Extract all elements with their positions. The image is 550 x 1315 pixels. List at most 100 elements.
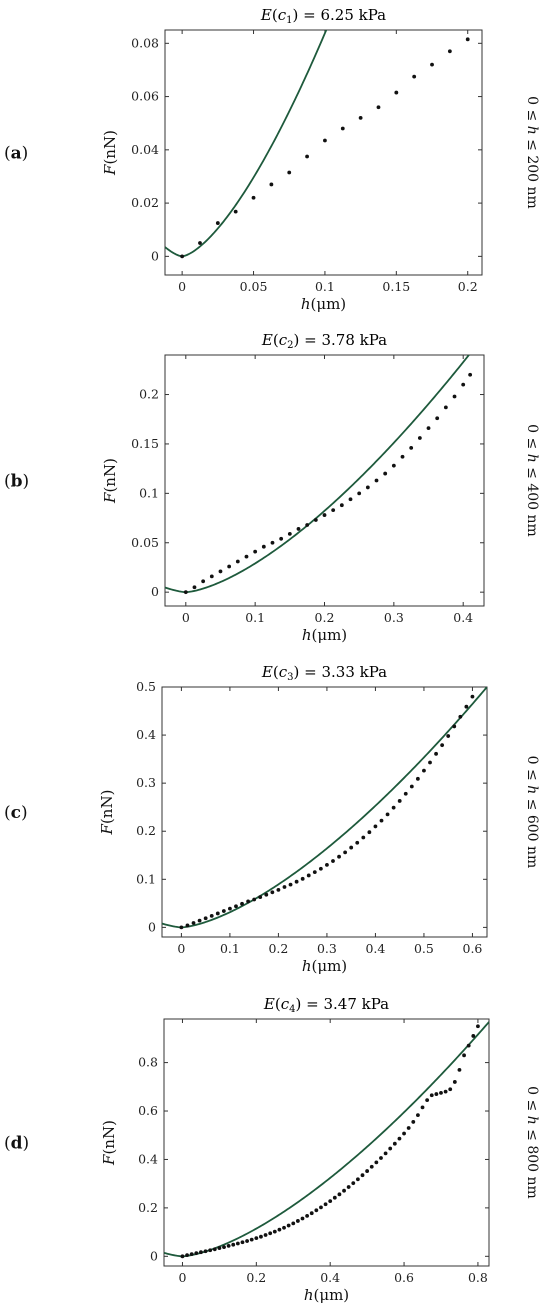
data-point-d-49 (406, 1126, 411, 1130)
data-point-a-10 (358, 115, 363, 120)
data-point-d-33 (332, 1195, 337, 1200)
data-point-c-9 (234, 904, 238, 909)
x-tick-label: 0.2 (246, 1270, 266, 1285)
data-point-a-4 (251, 195, 256, 200)
y-tick-label: 0 (151, 584, 159, 599)
data-point-c-19 (294, 879, 299, 884)
y-tick-label: 0.2 (139, 387, 159, 402)
data-point-a-15 (447, 49, 452, 54)
data-point-b-18 (339, 503, 344, 508)
plot-frame (164, 29, 483, 276)
data-point-c-4 (203, 916, 208, 921)
data-point-d-25 (295, 1219, 300, 1223)
data-point-c-20 (300, 876, 305, 881)
data-point-c-34 (385, 812, 390, 817)
data-point-d-17 (259, 1234, 263, 1239)
y-tick-label: 0.3 (136, 775, 156, 790)
data-point-d-18 (263, 1233, 268, 1237)
data-point-d-38 (355, 1177, 360, 1182)
data-point-d-23 (286, 1223, 291, 1228)
data-point-d-32 (328, 1199, 333, 1204)
data-point-b-10 (270, 540, 275, 545)
data-point-d-21 (277, 1227, 282, 1232)
data-point-c-47 (464, 704, 469, 709)
data-point-c-2 (191, 921, 196, 925)
data-point-b-5 (227, 564, 232, 569)
y-tick-label: 0.02 (131, 195, 159, 210)
data-point-d-57 (443, 1089, 448, 1094)
data-point-a-14 (430, 62, 434, 67)
data-point-c-44 (446, 734, 451, 738)
data-point-b-8 (253, 549, 258, 554)
x-tick-label: 0.4 (453, 610, 473, 625)
x-tick-label: 0.2 (458, 279, 478, 294)
data-point-d-42 (374, 1160, 379, 1165)
data-point-c-45 (452, 724, 457, 729)
data-point-b-4 (218, 569, 223, 574)
fit-curve-c (162, 687, 487, 929)
data-point-d-59 (452, 1080, 457, 1084)
data-point-b-24 (391, 463, 396, 468)
data-point-d-40 (365, 1169, 370, 1173)
data-point-c-48 (470, 694, 475, 699)
data-point-a-9 (340, 126, 345, 131)
data-point-c-6 (215, 911, 220, 916)
y-axis-label-d: F(nN) (100, 1120, 118, 1166)
x-axis-label-b: h(μm) (302, 626, 347, 644)
data-point-d-54 (429, 1093, 434, 1098)
data-point-d-14 (245, 1239, 249, 1243)
fit-curve-a (165, 30, 328, 258)
data-point-d-36 (346, 1185, 351, 1189)
data-point-c-21 (306, 873, 311, 878)
data-point-d-39 (360, 1173, 365, 1178)
data-point-c-35 (391, 805, 396, 810)
data-point-d-45 (388, 1146, 393, 1151)
x-axis-label-c: h(μm) (302, 957, 347, 975)
data-point-d-12 (235, 1241, 240, 1246)
data-point-d-4 (199, 1250, 203, 1255)
data-point-d-9 (222, 1245, 226, 1250)
data-point-c-39 (415, 776, 420, 781)
data-point-b-9 (261, 544, 266, 549)
x-tick-label: 0.1 (315, 279, 335, 294)
data-point-d-61 (462, 1053, 466, 1058)
chart-title-d: E(c4) = 3.47 kPa (263, 995, 389, 1015)
data-point-c-42 (434, 751, 438, 756)
data-point-d-43 (379, 1156, 383, 1160)
y-axis-label-b: F(nN) (101, 458, 119, 504)
data-point-c-8 (228, 906, 232, 911)
data-point-c-32 (373, 824, 378, 829)
chart-title-b: E(c2) = 3.78 kPa (261, 331, 387, 351)
data-point-a-8 (323, 138, 327, 143)
data-point-c-40 (422, 768, 426, 773)
data-point-c-31 (367, 830, 372, 835)
data-point-d-26 (300, 1216, 305, 1221)
data-point-d-53 (425, 1098, 430, 1103)
data-point-c-24 (325, 862, 329, 867)
chart-title-c: E(c3) = 3.33 kPa (261, 663, 387, 683)
x-tick-label: 0.15 (382, 279, 410, 294)
data-point-c-0 (179, 925, 184, 930)
data-point-d-2 (189, 1252, 194, 1257)
data-point-d-11 (231, 1242, 236, 1247)
y-tick-label: 0.04 (131, 142, 159, 157)
x-axis-label-a: h(μm) (301, 295, 346, 313)
y-axis-label-a: F(nN) (101, 130, 119, 176)
x-tick-label: 0.3 (384, 610, 404, 625)
data-point-c-29 (355, 840, 360, 845)
x-tick-label: 0.6 (463, 941, 483, 956)
data-point-b-17 (331, 508, 336, 513)
x-tick-label: 0.6 (394, 1270, 414, 1285)
data-point-d-47 (397, 1136, 402, 1141)
data-point-b-7 (244, 554, 249, 559)
x-tick-label: 0.5 (414, 941, 434, 956)
x-tick-label: 0.1 (245, 610, 265, 625)
data-point-c-7 (221, 909, 226, 913)
data-point-d-0 (180, 1254, 185, 1259)
data-point-d-15 (249, 1237, 254, 1242)
data-point-c-41 (428, 760, 432, 765)
data-point-d-58 (448, 1087, 453, 1092)
data-point-b-30 (443, 405, 448, 410)
data-point-a-7 (305, 154, 309, 159)
data-point-c-37 (403, 791, 408, 796)
